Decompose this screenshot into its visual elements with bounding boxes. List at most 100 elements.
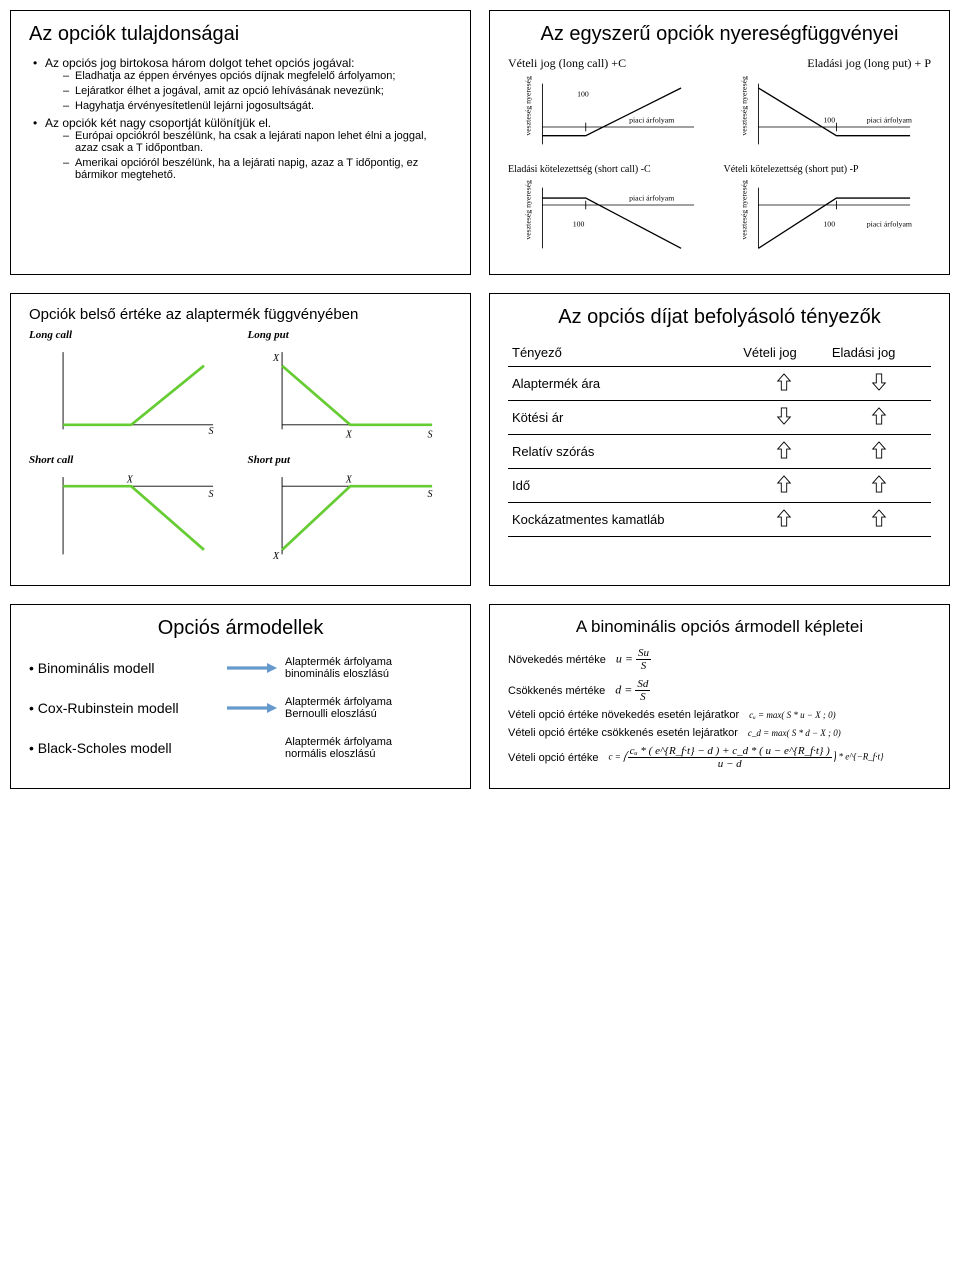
sub-bullet: Lejáratkor élhet a jogával, amit az opci… xyxy=(63,85,452,97)
label: Long call xyxy=(29,329,234,341)
slide-options-properties: Az opciók tulajdonságai Az opciós jog bi… xyxy=(10,10,471,275)
svg-text:X: X xyxy=(271,551,279,562)
svg-text:veszteség nyereség: veszteség nyereség xyxy=(739,76,748,136)
factor-label: Relatív szórás xyxy=(508,435,739,469)
chart-short-put: veszteség nyereség 100 piaci árfolyam xyxy=(724,179,932,262)
chart-long-call-value: Long call S xyxy=(29,329,234,448)
svg-text:S: S xyxy=(209,489,214,500)
formula-u: u = SuS xyxy=(616,647,651,672)
svg-text:veszteség nyereség: veszteség nyereség xyxy=(523,180,532,240)
formula-cu: cᵤ = max( S * u − X ; 0) xyxy=(749,710,836,720)
model-desc: Alaptermék árfolyama normális eloszlású xyxy=(285,736,415,760)
arrow-down-icon xyxy=(739,401,828,435)
bullet: Az opciós jog birtokosa három dolgot teh… xyxy=(33,56,452,112)
text: Az opciós jog birtokosa három dolgot teh… xyxy=(45,56,355,70)
svg-text:S: S xyxy=(209,426,214,437)
model-row: • Cox-Rubinstein modell Alaptermék árfol… xyxy=(29,696,452,720)
label: Csökkenés mértéke xyxy=(508,685,605,697)
chart-short-call: veszteség nyereség piaci árfolyam 100 xyxy=(508,179,716,262)
factor-label: Kötési ár xyxy=(508,401,739,435)
slide-payoff-functions: Az egyszerű opciók nyereségfüggvényei Vé… xyxy=(489,10,950,275)
svg-text:S: S xyxy=(427,430,432,441)
slide1-list: Az opciós jog birtokosa három dolgot teh… xyxy=(29,56,452,181)
chart-short-put-value: Short put X X S xyxy=(248,454,453,573)
slide-intrinsic-value: Opciók belső értéke az alaptermék függvé… xyxy=(10,293,471,586)
model-cox-rubinstein: Cox-Rubinstein modell xyxy=(38,700,179,716)
table-row: Idő xyxy=(508,469,931,503)
slide1-title: Az opciók tulajdonságai xyxy=(29,23,452,46)
slide4-title: Az opciós díjat befolyásoló tényezők xyxy=(508,306,931,329)
col-put: Eladási jog xyxy=(828,339,931,367)
label: Vételi opció értéke növekedés esetén lej… xyxy=(508,709,739,721)
model-row: • Binominális modell Alaptermék árfolyam… xyxy=(29,656,452,680)
sub-bullet: Hagyhatja érvényesítetlenül lejárni jogo… xyxy=(63,100,452,112)
table-row: Alaptermék ára xyxy=(508,367,931,401)
sub-bullet: Európai opciókról beszélünk, ha csak a l… xyxy=(63,130,452,154)
svg-text:piaci árfolyam: piaci árfolyam xyxy=(629,116,674,125)
svg-text:X: X xyxy=(344,475,352,486)
sub-bullet: Eladhatja az éppen érvényes opciós díjna… xyxy=(63,70,452,82)
sub-bullet: Amerikai opcióról beszélünk, ha a lejára… xyxy=(63,157,452,181)
svg-text:piaci árfolyam: piaci árfolyam xyxy=(629,194,674,203)
label: Vételi opció értéke xyxy=(508,752,599,764)
arrow-up-icon xyxy=(828,503,931,537)
arrow-right-icon xyxy=(227,661,277,675)
svg-text:X: X xyxy=(344,430,352,441)
arrow-right-icon xyxy=(227,701,277,715)
col-factor: Tényező xyxy=(508,339,739,367)
slide6-title: A binominális opciós ármodell képletei xyxy=(508,617,931,637)
formula-d: d = SdS xyxy=(615,678,650,703)
chart-short-call-value: Short call X S xyxy=(29,454,234,573)
arrow-up-icon xyxy=(739,367,828,401)
svg-text:X: X xyxy=(126,475,134,486)
model-desc: Alaptermék árfolyama binominális eloszlá… xyxy=(285,656,415,680)
label: Short call xyxy=(29,454,234,466)
arrow-up-icon xyxy=(828,401,931,435)
label: Vételi opció értéke csökkenés esetén lej… xyxy=(508,727,738,739)
slide-pricing-models: Opciós ármodellek • Binominális modell A… xyxy=(10,604,471,789)
arrow-up-icon xyxy=(828,435,931,469)
label: Növekedés mértéke xyxy=(508,654,606,666)
arrow-up-icon xyxy=(739,503,828,537)
model-desc: Alaptermék árfolyama Bernoulli eloszlású xyxy=(285,696,415,720)
svg-text:veszteség nyereség: veszteség nyereség xyxy=(523,76,532,136)
svg-text:piaci árfolyam: piaci árfolyam xyxy=(866,116,911,125)
text: Az opciók két nagy csoportját különítjük… xyxy=(45,116,271,130)
factors-table: Tényező Vételi jog Eladási jog Alaptermé… xyxy=(508,339,931,537)
svg-text:100: 100 xyxy=(823,116,835,125)
model-row: • Black-Scholes modell Alaptermék árfoly… xyxy=(29,736,452,760)
svg-text:piaci árfolyam: piaci árfolyam xyxy=(866,220,911,229)
slide3-title: Opciók belső értéke az alaptermék függvé… xyxy=(29,306,452,323)
factor-label: Alaptermék ára xyxy=(508,367,739,401)
slide2-title: Az egyszerű opciók nyereségfüggvényei xyxy=(508,23,931,46)
label-long-call: Vételi jog (long call) +C xyxy=(508,56,626,71)
label: Short put xyxy=(248,454,453,466)
chart-long-call: veszteség nyereség 100 piaci árfolyam xyxy=(508,75,716,158)
svg-text:S: S xyxy=(427,489,432,500)
factor-label: Kockázatmentes kamatláb xyxy=(508,503,739,537)
slide-binomial-formulas: A binominális opciós ármodell képletei N… xyxy=(489,604,950,789)
label-short-put: Vételi kötelezettség (short put) -P xyxy=(724,164,932,175)
chart-long-put-value: Long put X X S xyxy=(248,329,453,448)
svg-text:100: 100 xyxy=(573,220,585,229)
arrow-up-icon xyxy=(828,469,931,503)
label: Long put xyxy=(248,329,453,341)
slide-pricing-factors: Az opciós díjat befolyásoló tényezők Tén… xyxy=(489,293,950,586)
svg-text:100: 100 xyxy=(823,220,835,229)
col-call: Vételi jog xyxy=(739,339,828,367)
table-row: Kötési ár xyxy=(508,401,931,435)
label-long-put: Eladási jog (long put) + P xyxy=(807,56,931,71)
formula-c: c = ⎛cᵤ * ( e^{R_f·t} − d ) + c_d * ( u … xyxy=(609,745,884,770)
svg-text:X: X xyxy=(271,353,279,364)
formula-cd: c_d = max( S * d − X ; 0) xyxy=(748,728,841,738)
table-row: Kockázatmentes kamatláb xyxy=(508,503,931,537)
arrow-up-icon xyxy=(739,435,828,469)
arrow-up-icon xyxy=(739,469,828,503)
arrow-down-icon xyxy=(828,367,931,401)
slide5-title: Opciós ármodellek xyxy=(29,617,452,640)
label-short-call: Eladási kötelezettség (short call) -C xyxy=(508,164,716,175)
svg-text:veszteség nyereség: veszteség nyereség xyxy=(739,180,748,240)
bullet: Az opciók két nagy csoportját különítjük… xyxy=(33,116,452,181)
model-black-scholes: Black-Scholes modell xyxy=(38,740,172,756)
chart-long-put: veszteség nyereség 100 piaci árfolyam xyxy=(724,75,932,158)
